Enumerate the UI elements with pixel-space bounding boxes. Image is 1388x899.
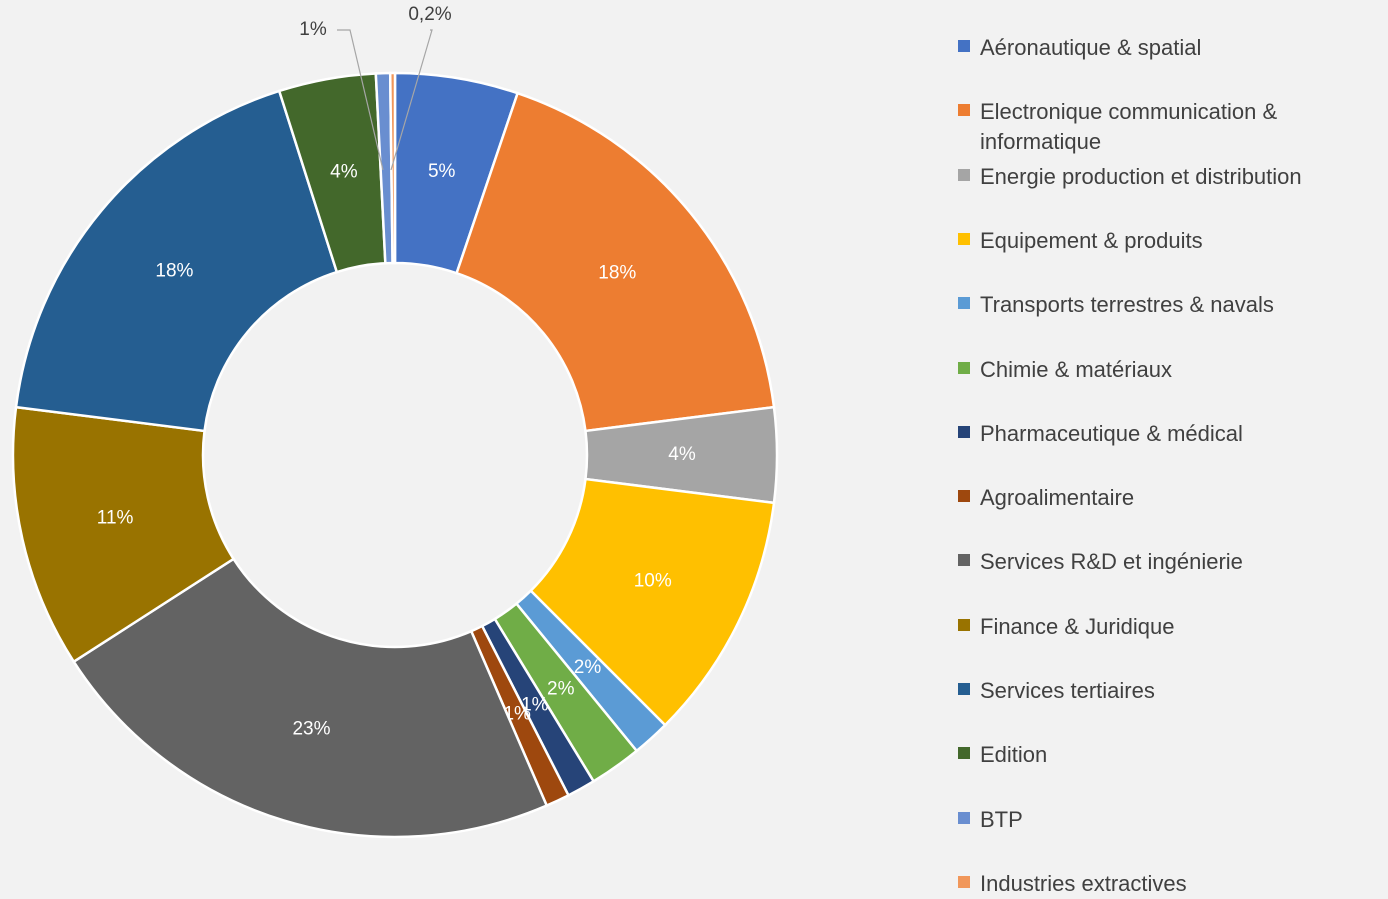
data-label: 0,2%	[408, 4, 451, 25]
donut-slice	[528, 477, 776, 727]
legend-swatch	[958, 232, 970, 245]
legend-item: Electronique communication & informatiqu…	[958, 97, 1386, 157]
legend-item: Pharmaceutique & médical	[958, 419, 1386, 449]
data-label: 18%	[598, 262, 636, 283]
donut-slice	[11, 405, 236, 664]
legend-swatch	[958, 168, 970, 181]
legend-label: Services R&D et ingénierie	[980, 549, 1243, 575]
legend-item: Services R&D et ingénierie	[958, 547, 1386, 577]
donut-slice	[455, 91, 776, 433]
data-label: 23%	[292, 719, 330, 740]
legend-label: Agroalimentaire	[980, 485, 1135, 511]
data-label: 4%	[668, 444, 696, 465]
leader-line	[337, 29, 384, 171]
legend-label: BTP	[980, 806, 1023, 832]
legend-item: Energie production et distribution	[958, 162, 1386, 192]
legend-swatch	[958, 683, 970, 695]
legend-label: Aéronautique & spatial	[980, 35, 1202, 60]
donut-slice	[72, 557, 549, 839]
legend-item: Services tertiaires	[958, 676, 1386, 706]
legend-swatch	[958, 618, 970, 631]
legend-label: Industries extractives	[980, 870, 1187, 896]
legend-item: Transports terrestres & navals	[958, 290, 1386, 320]
leader-line	[390, 29, 433, 171]
data-label: 1%	[299, 19, 327, 40]
legend-swatch	[958, 425, 970, 438]
legend-item: BTP	[958, 805, 1386, 835]
legend-swatch	[958, 490, 970, 503]
legend-item: Edition	[958, 740, 1386, 770]
legend-label: Services tertiaires	[980, 678, 1155, 703]
data-label: 2%	[547, 678, 575, 699]
legend-swatch	[958, 104, 970, 117]
data-label: 2%	[574, 657, 602, 678]
legend-swatch	[958, 875, 970, 888]
donut-slice	[388, 71, 397, 265]
legend-label: Equipement & produits	[980, 227, 1203, 253]
legend-swatch	[958, 747, 970, 760]
legend-item: Chimie & matériaux	[958, 355, 1386, 385]
legend-item: Finance & Juridique	[958, 612, 1386, 642]
legend-label: Finance & Juridique	[980, 613, 1175, 639]
legend-label: Transports terrestres & navals	[980, 292, 1274, 318]
legend-item: Aéronautique & spatial	[958, 33, 1386, 63]
legend-swatch	[958, 811, 970, 824]
legend-item: Industries extractives	[958, 869, 1386, 899]
legend-item: Equipement & produits	[958, 226, 1386, 256]
legend-label: Electronique communication & informatiqu…	[980, 99, 1278, 155]
data-label: 1%	[521, 695, 549, 716]
legend-label: Pharmaceutique & médical	[980, 420, 1243, 446]
legend-item: Agroalimentaire	[958, 483, 1386, 513]
legend-swatch	[958, 40, 970, 52]
data-label: 18%	[155, 260, 193, 281]
legend-swatch	[958, 554, 970, 567]
data-label: 4%	[330, 162, 358, 183]
data-label: 5%	[428, 161, 456, 182]
chart: 5%18%4%10%2%2%1%1%23%11%18%4%1%0,2%	[11, 4, 779, 839]
legend-label: Chimie & matériaux	[980, 356, 1172, 382]
data-label: 10%	[634, 570, 672, 591]
data-label: 11%	[97, 508, 134, 529]
legend-swatch	[958, 297, 970, 310]
donut-slice	[14, 89, 339, 433]
legend-label: Energie production et distribution	[980, 163, 1302, 189]
legend-swatch	[958, 361, 970, 374]
legend-label: Edition	[980, 742, 1048, 768]
